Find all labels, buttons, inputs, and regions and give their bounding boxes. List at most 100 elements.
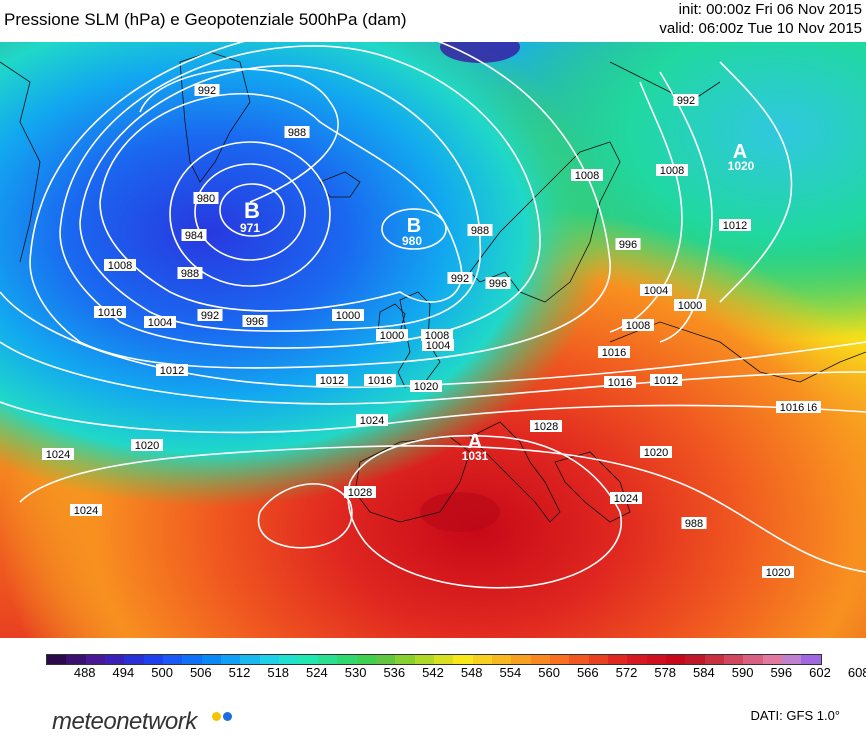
colorbar-tick-label: 590 — [731, 665, 754, 680]
isobar-label-text: 992 — [677, 95, 695, 107]
isobar-label-text: 1008 — [575, 170, 599, 182]
colorbar-swatch — [569, 655, 589, 664]
isobar-label: 980 — [193, 192, 219, 205]
isobar-label-text: 1012 — [320, 375, 344, 387]
colorbar-tick-label: 560 — [538, 665, 560, 680]
colorbar-swatch — [395, 655, 415, 664]
isobar-label: 1016 — [604, 376, 636, 389]
isobar-label: 1008 — [656, 164, 688, 177]
colorbar-tick-label: 500 — [151, 665, 173, 680]
logo-dot-yellow — [212, 712, 221, 721]
colorbar-swatch — [337, 655, 357, 664]
isobar-label-text: 1016 — [368, 375, 392, 387]
isobar-label: 1008 — [104, 259, 136, 272]
isobar-label: 1020 — [131, 439, 163, 452]
isobar-label-text: 1016 — [602, 347, 626, 359]
colorbar-swatch — [47, 655, 67, 664]
isobar-label-text: 1024 — [46, 449, 70, 461]
isobars — [0, 42, 866, 589]
colorbar-tick-label: 494 — [112, 665, 135, 680]
colorbar-swatch — [143, 655, 164, 664]
isobar-label-text: 1024 — [614, 493, 638, 505]
isobar-label-text: 1024 — [74, 505, 98, 517]
isobar-label: 1024 — [610, 492, 642, 505]
colorbar-tick-label: 536 — [383, 665, 406, 680]
isobar-label: 1024 — [356, 414, 388, 427]
isobar-label-text: 1000 — [380, 330, 404, 342]
colorbar-swatch — [724, 655, 744, 664]
pressure-centers: B 971 B 980 A 1020 A 1031 — [240, 141, 755, 463]
isobar-label: 1008 — [571, 169, 603, 182]
isobar-label: 992 — [447, 272, 473, 285]
colorbar-swatch — [453, 655, 473, 664]
isobar-label-text: 1000 — [336, 310, 360, 322]
chart-title: Pressione SLM (hPa) e Geopotenziale 500h… — [4, 10, 407, 29]
colorbar — [46, 654, 822, 665]
isobar-label-text: 1008 — [425, 330, 449, 342]
logo-text: meteonetwork — [52, 708, 197, 735]
data-credit: DATI: GFS 1.0° — [750, 708, 840, 723]
colorbar-swatch — [163, 655, 183, 664]
isobar-label-text: 988 — [288, 127, 306, 139]
isobar-label-text: 1028 — [348, 487, 372, 499]
colorbar-swatch — [375, 655, 396, 664]
isobar-label: 992 — [194, 84, 220, 97]
colorbar-swatch — [491, 655, 512, 664]
isobar-label: 1016 — [94, 306, 126, 319]
isobar-label-text: 1020 — [135, 440, 159, 452]
isobar-label: 1020 — [410, 380, 442, 393]
colorbar-swatch — [588, 655, 608, 664]
low-center-letter: B — [407, 215, 421, 237]
isobar-label: 988 — [177, 267, 203, 280]
colorbar-swatch — [105, 655, 125, 664]
isobar-label: 1008 — [421, 329, 453, 342]
colorbar-swatch — [221, 655, 241, 664]
isobar-label: 1024 — [70, 504, 102, 517]
colorbar-swatch — [685, 655, 705, 664]
colorbar-swatch — [240, 655, 260, 664]
isobar-label: 1004 — [640, 284, 672, 297]
isobar-label: 988 — [681, 517, 707, 530]
colorbar-swatch — [743, 655, 763, 664]
colorbar-swatch — [666, 655, 686, 664]
isobar-label: 1016 — [776, 401, 808, 414]
colorbar-swatch — [511, 655, 531, 664]
colorbar-swatch — [704, 655, 725, 664]
colorbar-tick-label: 488 — [73, 665, 96, 680]
map-svg: B 971 B 980 A 1020 A 1031 992 988 980 984 98… — [0, 42, 866, 638]
isobar-label: 1016 — [364, 374, 396, 387]
isobar-label-text: 980 — [197, 193, 215, 205]
colorbar-tick-label: 524 — [306, 665, 328, 680]
low-center-value: 971 — [240, 221, 260, 235]
isobar-label: 1016 — [598, 346, 630, 359]
colorbar-swatch — [801, 655, 821, 664]
isobar-label: 996 — [615, 238, 641, 251]
isobar-label: 1008 — [622, 319, 654, 332]
coastlines — [0, 51, 866, 523]
high-center-value: 1031 — [462, 449, 489, 463]
colorbar-ticks: 488 494 500 506 512 518 524 530 536 542 548 554 560 5… — [46, 665, 866, 683]
isobar-label-text: 1024 — [360, 415, 384, 427]
colorbar-swatch — [607, 655, 628, 664]
isobar-label-text: 1020 — [766, 567, 790, 579]
logo: meteonetwork — [52, 708, 232, 736]
colorbar-swatch — [414, 655, 434, 664]
colorbar-swatch — [85, 655, 106, 664]
high-center-value: 1020 — [728, 159, 755, 173]
isobar-label-text: 1020 — [644, 447, 668, 459]
isobar-label-text: 1012 — [654, 375, 678, 387]
isobar-label-text: 1008 — [660, 165, 684, 177]
logo-dot-blue — [223, 712, 232, 721]
colorbar-tick-label: 608 — [847, 665, 866, 680]
colorbar-swatch — [646, 655, 666, 664]
isobar-label: 1020 — [640, 446, 672, 459]
isobar-label-text: 1020 — [414, 381, 438, 393]
init-time: init: 00:00z Fri 06 Nov 2015 — [678, 1, 862, 18]
colorbar-swatch — [298, 655, 318, 664]
isobar-label-text: 992 — [198, 85, 216, 97]
isobar-label: 1028 — [344, 486, 376, 499]
colorbar-tick-label: 584 — [693, 665, 715, 680]
isobar-label-text: 988 — [685, 518, 703, 530]
colorbar-swatch — [530, 655, 550, 664]
isobar-label-text: 996 — [489, 278, 507, 290]
